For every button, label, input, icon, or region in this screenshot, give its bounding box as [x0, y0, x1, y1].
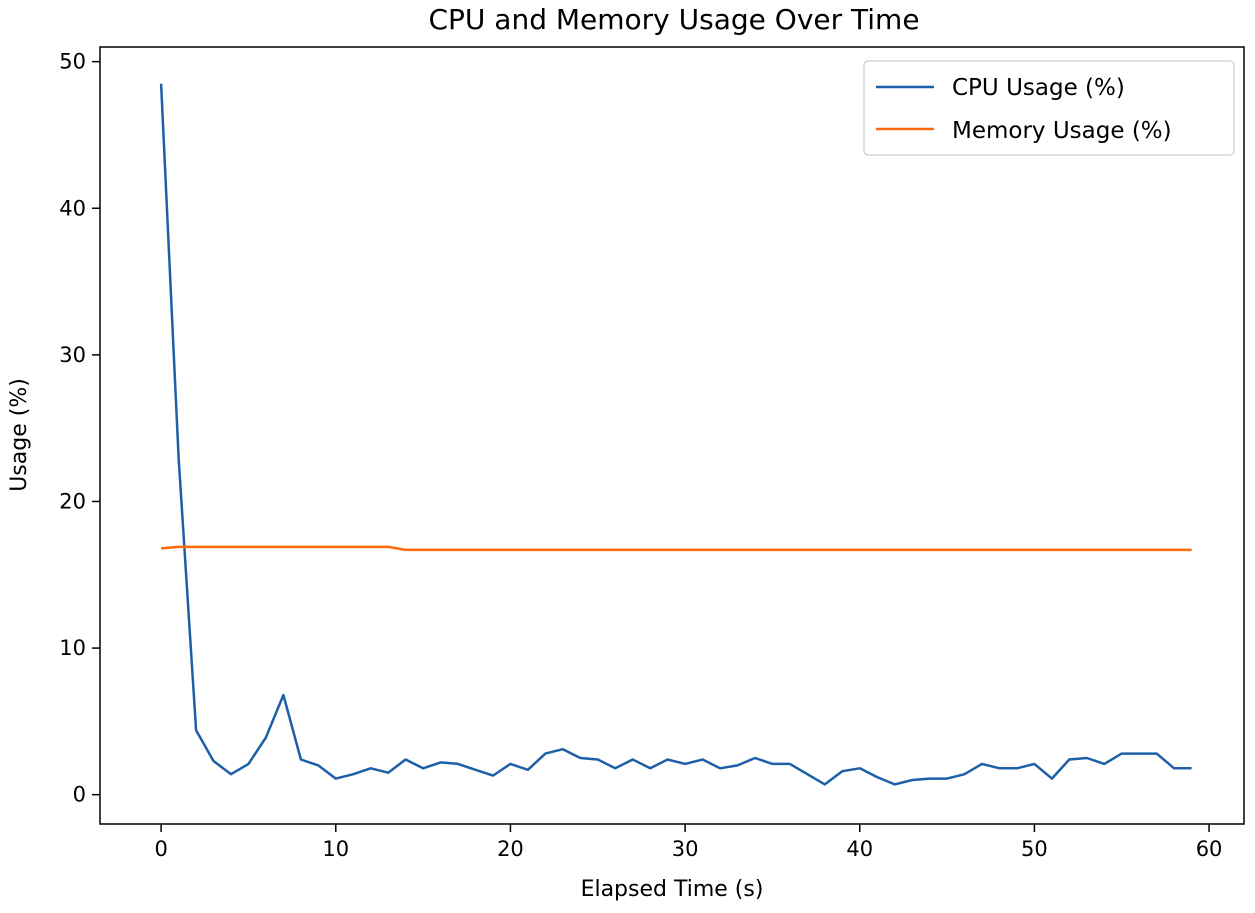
y-tick-label: 40	[59, 196, 86, 220]
x-tick-label: 10	[322, 837, 349, 861]
x-tick-label: 0	[154, 837, 167, 861]
y-tick-label: 10	[59, 636, 86, 660]
y-tick-label: 30	[59, 343, 86, 367]
chart-title: CPU and Memory Usage Over Time	[428, 3, 919, 36]
y-tick-label: 0	[73, 783, 86, 807]
legend: CPU Usage (%) Memory Usage (%)	[863, 60, 1235, 156]
x-tick-label: 40	[846, 837, 873, 861]
y-axis: 0 10 20 30 40 50	[59, 50, 100, 807]
y-axis-title: Usage (%)	[7, 378, 32, 492]
x-tick-label: 20	[497, 837, 524, 861]
series-line-memory	[160, 545, 1192, 552]
y-tick-label: 20	[59, 489, 86, 513]
legend-label-memory: Memory Usage (%)	[952, 118, 1172, 144]
x-axis: 0 10 20 30 40 50 60	[154, 824, 1222, 861]
x-tick-label: 50	[1021, 837, 1048, 861]
y-tick-label: 50	[59, 50, 86, 74]
legend-label-cpu: CPU Usage (%)	[952, 75, 1125, 101]
series-line-cpu	[159, 83, 1192, 786]
x-tick-label: 60	[1196, 837, 1223, 861]
series-lines	[159, 83, 1192, 786]
plot-frame	[99, 46, 1245, 825]
x-axis-title: Elapsed Time (s)	[581, 877, 764, 902]
legend-box	[863, 60, 1235, 156]
x-tick-label: 30	[672, 837, 699, 861]
